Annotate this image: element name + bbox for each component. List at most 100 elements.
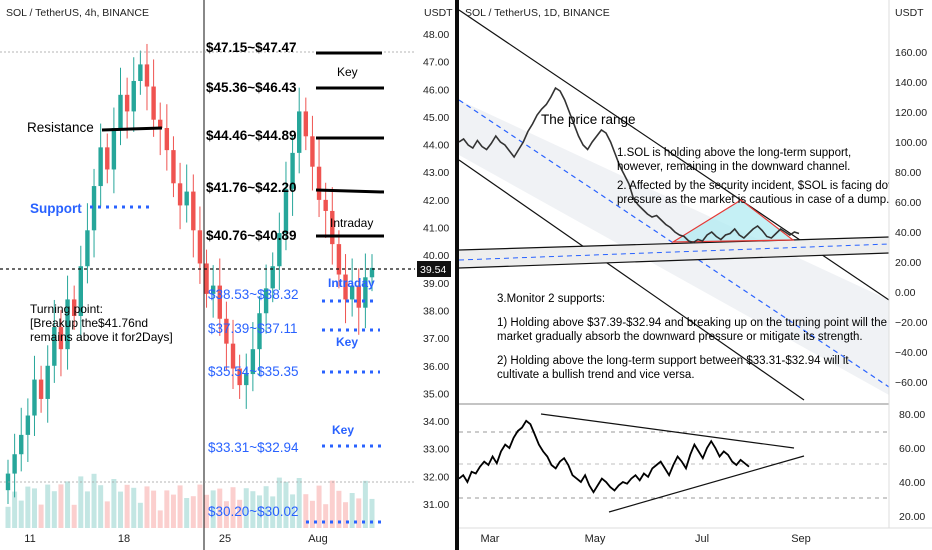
left-y-tick: 40.00: [423, 250, 449, 262]
candle-body: [32, 379, 37, 416]
left-chart-svg[interactable]: $47.15~$47.47 $45.36~$46.43 $44.46~$44.8…: [0, 0, 455, 550]
osc-y-tick: 20.00: [899, 511, 925, 523]
left-currency-label: USDT: [424, 7, 453, 19]
candle-body: [336, 244, 342, 275]
left-y-tick: 36.00: [423, 361, 449, 373]
candle-body: [58, 327, 64, 350]
volume-bar: [71, 504, 77, 528]
volume-bar: [131, 487, 137, 528]
candle-body: [343, 274, 348, 300]
volume-bar: [283, 481, 289, 528]
support-label: Support: [30, 201, 82, 216]
volume-bar: [58, 484, 64, 528]
volume-bar: [151, 490, 157, 528]
right-x-tick: Jul: [695, 533, 709, 545]
volume-bar: [38, 504, 44, 528]
current-price-badge: [417, 261, 451, 277]
candle-body: [184, 191, 189, 206]
right-x-tick: May: [585, 533, 606, 545]
candle-body: [330, 210, 335, 245]
volume-bar: [177, 485, 183, 528]
left-y-tick: 32.00: [423, 471, 449, 483]
candle-body: [290, 152, 295, 189]
right-y-tick: 80.00: [895, 167, 921, 179]
right-currency-label: USDT: [895, 7, 924, 19]
candle-body: [297, 111, 302, 153]
candle-body: [118, 94, 123, 128]
candle-body: [257, 313, 262, 350]
left-y-tick: 39.00: [423, 278, 449, 290]
right-y-tick: 0.00: [895, 287, 916, 299]
candle-body: [111, 128, 117, 170]
candle-body: [138, 64, 143, 81]
left-y-tick: 41.00: [423, 223, 449, 235]
candle-body: [98, 147, 103, 187]
left-y-tick: 33.00: [423, 444, 449, 456]
osc-y-tick: 80.00: [899, 409, 925, 421]
volume-bar: [118, 491, 124, 528]
volume-bar: [270, 496, 276, 528]
volume-bar: [184, 498, 190, 528]
volume-bar: [349, 493, 355, 528]
candle-body: [144, 64, 150, 87]
blue-level-label-4: $33.31~$32.94: [208, 440, 299, 455]
blue-level-label-3: $35.54~$35.35: [208, 364, 298, 379]
candle-body: [124, 94, 130, 112]
right-chart-svg[interactable]: The price range 1.SOL is holding above t…: [459, 0, 932, 550]
intraday-label-blue: Intraday: [328, 276, 375, 290]
resistance-line: [101, 126, 163, 132]
candle-body: [277, 233, 282, 267]
candle-body: [363, 277, 368, 308]
left-y-tick: 31.00: [423, 499, 449, 511]
left-y-tick: 44.00: [423, 140, 449, 152]
volume-bar: [204, 494, 210, 528]
note-5a: 2) Holding above the long-term support b…: [497, 355, 849, 367]
candle-body: [151, 86, 156, 120]
right-y-tick: −40.00: [895, 347, 928, 359]
volume-bar: [323, 504, 329, 528]
volume-bar: [5, 506, 11, 528]
volume-bar: [78, 476, 84, 528]
osc-triangle-bottom: [608, 455, 805, 513]
candle-body: [197, 230, 203, 264]
note-3: 3.Monitor 2 supports:: [497, 293, 605, 305]
channel-bottom-line: [459, 159, 805, 401]
left-chart-panel[interactable]: $47.15~$47.47 $45.36~$46.43 $44.46~$44.8…: [0, 0, 455, 550]
right-y-tick: 20.00: [895, 257, 921, 269]
resistance-label: Resistance: [27, 120, 94, 135]
note-4b: market gradually absorb the downward pre…: [497, 331, 863, 343]
candle-body: [349, 285, 355, 300]
note-1a: 1.SOL is holding above the long-term sup…: [617, 147, 851, 159]
volume-bar: [237, 499, 243, 528]
candle-body: [323, 199, 328, 211]
volume-bar: [356, 498, 362, 528]
right-chart-panel[interactable]: The price range 1.SOL is holding above t…: [459, 0, 932, 550]
candle-body: [158, 119, 163, 128]
volume-bar: [124, 484, 130, 528]
candle-body: [217, 285, 222, 319]
right-price-axis-bg: [889, 0, 932, 550]
left-x-tick: 11: [24, 533, 35, 545]
candle-body: [310, 136, 315, 167]
long-term-support-band: [459, 237, 889, 268]
volume-bar: [316, 485, 322, 528]
volume-bar: [303, 494, 309, 528]
right-y-tick: 60.00: [895, 197, 921, 209]
note-2a: 2. Affected by the security incident, $S…: [617, 180, 903, 192]
candle-body: [164, 128, 170, 151]
panel-divider[interactable]: [455, 0, 459, 550]
osc-triangle-top: [540, 413, 795, 449]
candle-body: [270, 266, 275, 289]
volume-bar: [111, 479, 117, 528]
candle-body: [244, 374, 249, 386]
candle-body: [369, 267, 375, 278]
volume-bar: [296, 478, 302, 528]
turning-point-line-2: [Breakup the$41.76nd: [30, 316, 148, 330]
candle-body: [45, 365, 50, 399]
candle-body: [283, 188, 289, 234]
left-y-tick: 42.00: [423, 195, 449, 207]
right-y-tick: 40.00: [895, 227, 921, 239]
left-chart-title: SOL / TetherUS, 4h, BINANCE: [6, 7, 149, 19]
volume-bar: [217, 488, 223, 528]
left-y-tick: 35.00: [423, 388, 449, 400]
